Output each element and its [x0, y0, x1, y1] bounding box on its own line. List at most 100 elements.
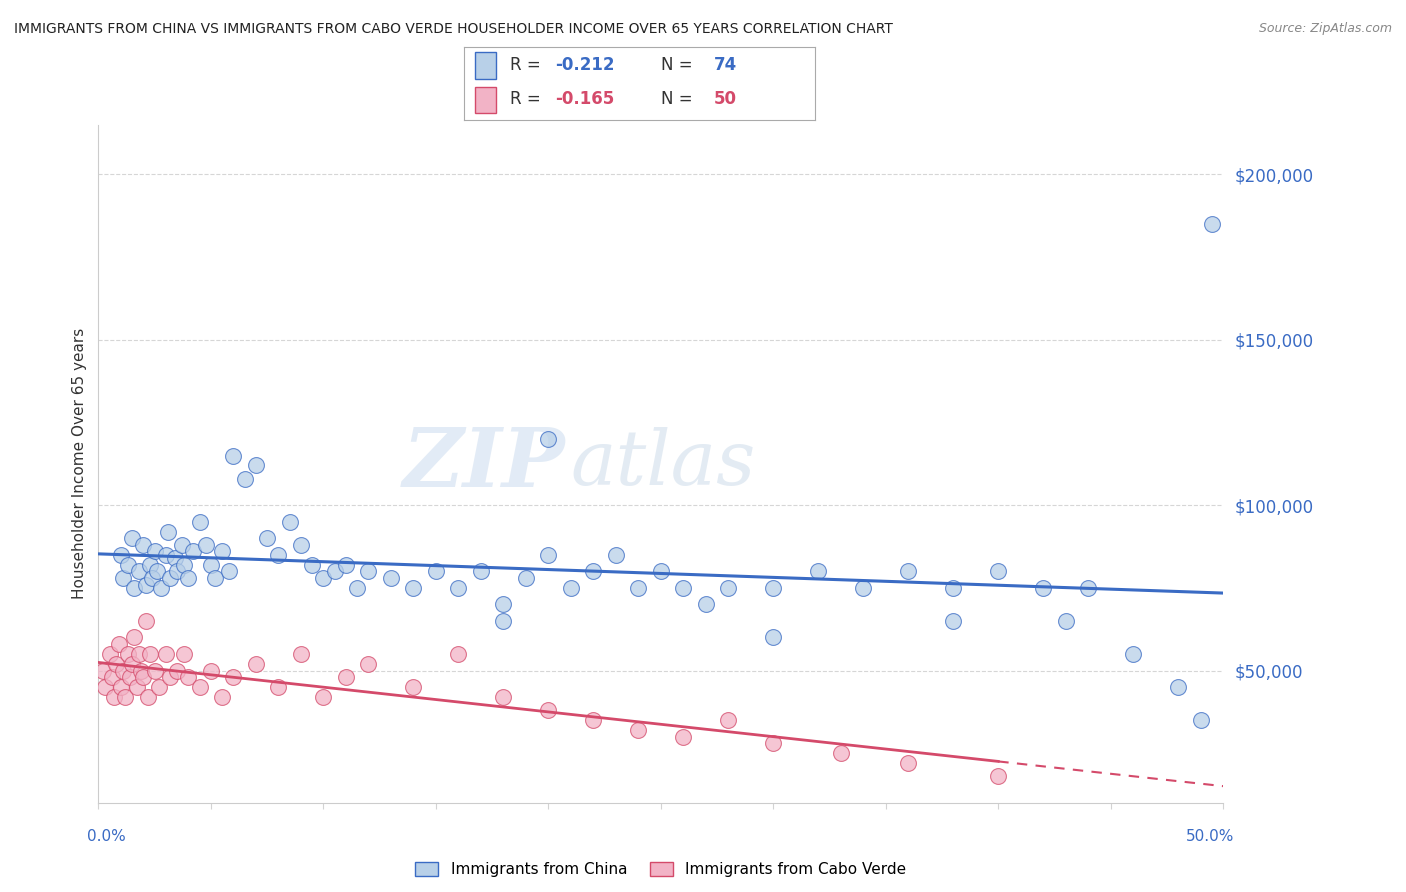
- Point: [148, 680, 170, 694]
- Point: [357, 657, 380, 671]
- Legend: Immigrants from China, Immigrants from Cabo Verde: Immigrants from China, Immigrants from C…: [409, 856, 912, 883]
- Point: [987, 769, 1010, 783]
- Point: [447, 647, 470, 661]
- Point: [211, 544, 233, 558]
- Point: [582, 564, 605, 578]
- Point: [163, 551, 186, 566]
- Point: [672, 730, 695, 744]
- Point: [267, 548, 290, 562]
- Text: -0.165: -0.165: [555, 90, 614, 108]
- Point: [290, 647, 312, 661]
- Point: [560, 581, 582, 595]
- Point: [627, 723, 650, 737]
- Text: ZIP: ZIP: [402, 424, 565, 504]
- Point: [118, 670, 141, 684]
- Point: [650, 564, 672, 578]
- Point: [166, 564, 188, 578]
- Point: [537, 703, 560, 717]
- Point: [159, 571, 181, 585]
- Point: [245, 458, 267, 473]
- Point: [124, 581, 146, 595]
- Point: [204, 571, 226, 585]
- Point: [672, 581, 695, 595]
- Point: [380, 571, 402, 585]
- Point: [492, 598, 515, 612]
- Point: [143, 544, 166, 558]
- Point: [188, 515, 211, 529]
- Text: N =: N =: [661, 90, 697, 108]
- Point: [121, 657, 143, 671]
- Point: [136, 690, 159, 704]
- Point: [173, 647, 195, 661]
- Text: IMMIGRANTS FROM CHINA VS IMMIGRANTS FROM CABO VERDE HOUSEHOLDER INCOME OVER 65 Y: IMMIGRANTS FROM CHINA VS IMMIGRANTS FROM…: [14, 22, 893, 37]
- Point: [128, 647, 150, 661]
- Point: [146, 564, 169, 578]
- Point: [105, 657, 128, 671]
- Point: [98, 647, 121, 661]
- Point: [357, 564, 380, 578]
- Point: [139, 647, 162, 661]
- Point: [537, 432, 560, 446]
- Point: [195, 538, 218, 552]
- Point: [222, 449, 245, 463]
- Point: [91, 664, 114, 678]
- Point: [346, 581, 368, 595]
- Point: [211, 690, 233, 704]
- Point: [129, 664, 152, 678]
- Point: [135, 577, 157, 591]
- Point: [101, 670, 124, 684]
- Point: [582, 713, 605, 727]
- Point: [233, 472, 256, 486]
- Point: [117, 558, 139, 572]
- Point: [425, 564, 447, 578]
- Point: [141, 571, 163, 585]
- Point: [402, 680, 425, 694]
- Point: [762, 631, 785, 645]
- Point: [117, 647, 139, 661]
- Point: [695, 598, 717, 612]
- Point: [112, 664, 135, 678]
- Point: [1032, 581, 1054, 595]
- Point: [155, 548, 177, 562]
- Point: [762, 736, 785, 750]
- Text: 50: 50: [714, 90, 737, 108]
- Point: [124, 631, 146, 645]
- Point: [245, 657, 267, 671]
- Point: [323, 564, 346, 578]
- Point: [335, 558, 357, 572]
- Point: [762, 581, 785, 595]
- Point: [301, 558, 323, 572]
- Point: [200, 664, 222, 678]
- Point: [1201, 217, 1223, 231]
- Point: [717, 713, 740, 727]
- Point: [627, 581, 650, 595]
- Point: [112, 571, 135, 585]
- Text: -0.212: -0.212: [555, 56, 614, 74]
- Point: [107, 637, 129, 651]
- Text: R =: R =: [510, 90, 546, 108]
- Point: [897, 564, 920, 578]
- Point: [121, 531, 143, 545]
- Text: 50.0%: 50.0%: [1187, 830, 1234, 844]
- Point: [402, 581, 425, 595]
- Point: [256, 531, 278, 545]
- Point: [852, 581, 875, 595]
- Point: [312, 571, 335, 585]
- Point: [312, 690, 335, 704]
- Text: R =: R =: [510, 56, 546, 74]
- Bar: [475, 53, 496, 78]
- Point: [987, 564, 1010, 578]
- Point: [132, 538, 155, 552]
- Point: [114, 690, 136, 704]
- Point: [103, 690, 125, 704]
- Point: [1054, 614, 1077, 628]
- Point: [447, 581, 470, 595]
- Point: [830, 746, 852, 760]
- Point: [128, 564, 150, 578]
- Point: [897, 756, 920, 771]
- Point: [942, 581, 965, 595]
- Point: [335, 670, 357, 684]
- Point: [492, 614, 515, 628]
- Point: [267, 680, 290, 694]
- Text: 74: 74: [714, 56, 737, 74]
